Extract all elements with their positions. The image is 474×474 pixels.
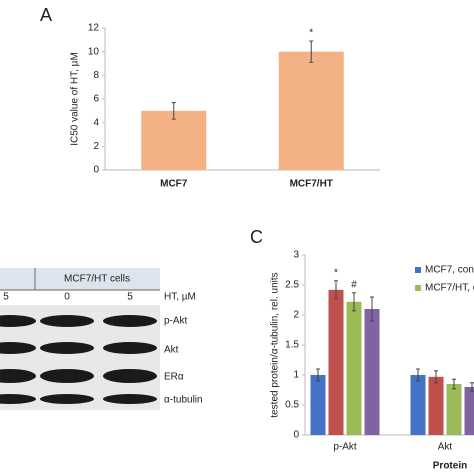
bar — [346, 301, 362, 435]
y-tick-label: 12 — [88, 23, 100, 34]
x-tick-label: MCF7/HT — [290, 179, 333, 190]
bar — [328, 289, 344, 435]
x-axis-label: Protein — [433, 461, 467, 472]
panel-label: C — [250, 227, 263, 247]
y-axis-label: IC50 value of HT, µM — [70, 52, 81, 146]
y-tick-label: 4 — [93, 117, 99, 128]
legend-swatch — [415, 285, 421, 291]
y-tick-label: 0 — [293, 430, 299, 441]
dose: 0 — [64, 292, 70, 303]
y-tick-label: 2.5 — [285, 280, 299, 291]
y-tick-label: 2 — [293, 310, 299, 321]
x-tick-label: Akt — [438, 442, 453, 453]
dose: 5 — [3, 292, 9, 303]
significance-mark: * — [334, 267, 338, 278]
y-tick-label: 6 — [93, 94, 99, 105]
legend-swatch — [415, 267, 421, 273]
row-label: Akt — [164, 345, 179, 356]
row-label: p-Akt — [164, 316, 188, 327]
dose: 5 — [127, 292, 133, 303]
significance-mark: * — [309, 28, 313, 39]
y-tick-label: 3 — [293, 250, 299, 261]
y-tick-label: 0 — [93, 165, 99, 176]
bar — [278, 51, 344, 170]
y-axis-label: tested protein/α-tubulin, rel. units — [270, 272, 281, 417]
legend-label: MCF7/HT, c — [425, 283, 474, 294]
row-label: ERα — [164, 372, 184, 383]
dose-label: HT, µM — [164, 292, 196, 303]
blot-header-bg — [0, 268, 160, 290]
bar — [464, 387, 474, 435]
bar — [141, 110, 207, 170]
bar — [410, 375, 426, 435]
group-label: MCF7/HT cells — [64, 274, 130, 285]
bar — [310, 375, 326, 435]
y-tick-label: 0.5 — [285, 400, 299, 411]
y-tick-label: 1.5 — [285, 340, 299, 351]
x-tick-label: MCF7 — [160, 179, 188, 190]
y-tick-label: 10 — [88, 46, 100, 57]
panel-label: A — [40, 5, 52, 25]
bar — [446, 384, 462, 435]
y-tick-label: 8 — [93, 70, 99, 81]
y-tick-label: 2 — [93, 141, 99, 152]
row-label: α-tubulin — [164, 395, 203, 406]
y-tick-label: 1 — [293, 370, 299, 381]
western-blot: MCF7/HT cells 5 0 5 HT, µM p-Akt Akt ERα… — [0, 268, 203, 410]
bar — [428, 376, 444, 435]
bar — [364, 309, 380, 435]
x-tick-label: p-Akt — [333, 442, 357, 453]
significance-mark: # — [351, 279, 357, 290]
legend-label: MCF7, contr — [425, 265, 474, 276]
bands — [0, 315, 157, 404]
